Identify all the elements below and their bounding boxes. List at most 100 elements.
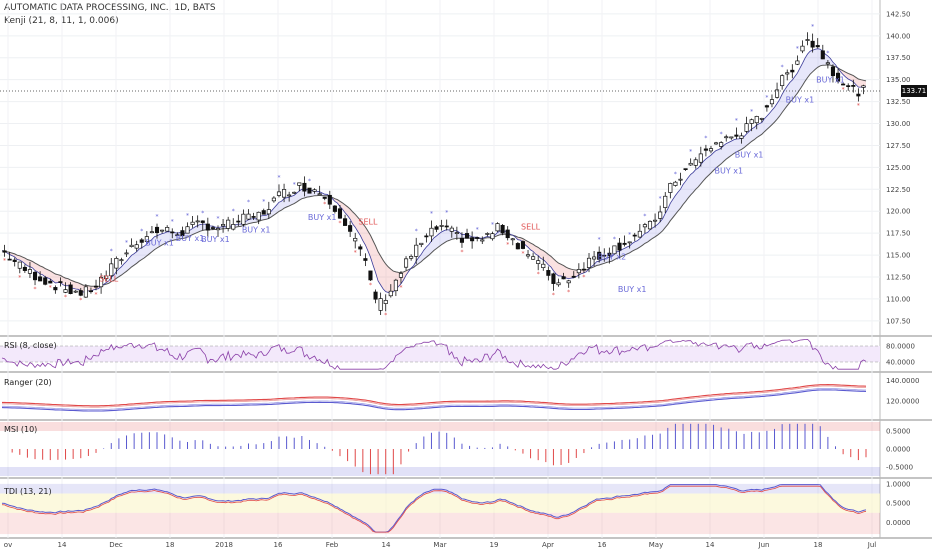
candle-body bbox=[307, 187, 312, 194]
candle-body bbox=[642, 224, 647, 228]
candle-body bbox=[388, 290, 393, 297]
candle-body bbox=[800, 45, 805, 52]
tdi-tick-label: 0.5000 bbox=[886, 500, 911, 508]
signal-marker: * bbox=[354, 249, 357, 256]
candle-body bbox=[241, 213, 246, 225]
candle-body bbox=[846, 85, 851, 87]
candle-body bbox=[149, 231, 154, 234]
candle-body bbox=[597, 251, 602, 260]
candle-body bbox=[170, 231, 175, 234]
candle-body bbox=[861, 85, 866, 88]
candle-body bbox=[668, 183, 673, 193]
candle-body bbox=[581, 268, 586, 271]
price-tick-label: 135.00 bbox=[886, 76, 911, 84]
candle-body bbox=[505, 229, 510, 239]
candle-body bbox=[693, 159, 698, 166]
candle-body bbox=[292, 191, 297, 194]
candle-body bbox=[470, 237, 475, 242]
candle-body bbox=[515, 243, 520, 250]
candle-body bbox=[398, 273, 404, 278]
ranger-tick-label: 140.0000 bbox=[886, 377, 919, 385]
candle-body bbox=[165, 227, 170, 232]
price-tick-label: 117.50 bbox=[886, 230, 911, 238]
candle-body bbox=[830, 66, 836, 77]
candle-body bbox=[302, 182, 307, 192]
signal-marker: * bbox=[64, 294, 67, 301]
candle-body bbox=[124, 252, 129, 255]
signal-marker: * bbox=[262, 199, 265, 206]
signal-label: BUY x1 bbox=[308, 213, 337, 222]
tdi-line bbox=[1, 484, 867, 533]
candle-body bbox=[764, 105, 769, 108]
candle-body bbox=[343, 218, 348, 226]
signal-label: BUY x1 bbox=[816, 75, 845, 84]
candle-body bbox=[256, 211, 261, 221]
signal-marker: * bbox=[156, 214, 159, 221]
candle-body bbox=[419, 242, 424, 245]
signal-label: BUY x1 bbox=[145, 238, 174, 247]
kenji-cloud bbox=[4, 250, 104, 293]
rsi-pane-label: RSI (8, close) bbox=[4, 341, 57, 350]
candle-body bbox=[251, 216, 256, 218]
candle-body bbox=[678, 178, 683, 181]
candle-body bbox=[627, 241, 632, 244]
candle-body bbox=[160, 229, 165, 232]
candle-body bbox=[48, 280, 53, 284]
candle-body bbox=[444, 225, 449, 228]
candle-body bbox=[556, 282, 561, 286]
rsi-line bbox=[1, 338, 867, 370]
ranger-tick-label: 120.0000 bbox=[886, 398, 919, 406]
candle-body bbox=[332, 205, 337, 212]
time-tick-label: Jul bbox=[867, 541, 877, 549]
signal-marker: * bbox=[781, 64, 784, 71]
candle-body bbox=[373, 291, 378, 300]
candle-body bbox=[348, 225, 353, 232]
signal-marker: * bbox=[750, 109, 753, 116]
candle-body bbox=[226, 219, 231, 229]
candle-body bbox=[403, 258, 409, 268]
candle-body bbox=[210, 227, 215, 229]
time-tick-label: 18 bbox=[166, 541, 175, 549]
signal-label: BUY x1 bbox=[714, 167, 743, 176]
time-tick-label: 14 bbox=[58, 541, 67, 549]
tdi-tick-label: 1.0000 bbox=[886, 480, 911, 488]
rsi-tick-label: 80.0000 bbox=[886, 343, 915, 351]
msi-tick-label: 0.0000 bbox=[886, 446, 911, 454]
candle-body bbox=[205, 223, 210, 231]
candle-body bbox=[480, 239, 485, 242]
candle-body bbox=[459, 237, 465, 243]
candle-body bbox=[271, 197, 276, 202]
candle-body bbox=[658, 211, 663, 219]
candle-body bbox=[490, 233, 495, 240]
price-tick-label: 110.00 bbox=[886, 295, 911, 303]
price-tick-label: 132.50 bbox=[886, 98, 911, 106]
candle-body bbox=[2, 250, 7, 253]
candle-body bbox=[134, 244, 139, 249]
ranger-line bbox=[1, 389, 867, 412]
msi-pane-label: MSI (10) bbox=[4, 425, 38, 434]
signal-marker: * bbox=[796, 45, 799, 52]
candle-body bbox=[114, 258, 119, 269]
candle-body bbox=[38, 276, 43, 282]
candle-body bbox=[353, 237, 358, 242]
signal-marker: * bbox=[506, 241, 509, 248]
candle-body bbox=[602, 254, 607, 257]
signal-marker: * bbox=[217, 215, 220, 222]
candle-body bbox=[393, 279, 398, 292]
price-tick-label: 137.50 bbox=[886, 54, 911, 62]
candle-body bbox=[647, 220, 653, 230]
candle-body bbox=[68, 284, 73, 294]
signal-marker: * bbox=[826, 50, 829, 57]
chart-title: AUTOMATIC DATA PROCESSING, INC., 1D, BAT… bbox=[4, 3, 216, 13]
time-tick-label: 14 bbox=[382, 541, 391, 549]
candle-body bbox=[531, 256, 536, 260]
time-tick-label: 14 bbox=[706, 541, 715, 549]
candle-body bbox=[749, 119, 754, 124]
signal-marker: * bbox=[460, 249, 463, 256]
candle-body bbox=[12, 259, 17, 262]
tdi-lower-band bbox=[0, 512, 880, 535]
candle-body bbox=[729, 136, 734, 139]
candle-body bbox=[825, 62, 830, 65]
candle-body bbox=[785, 72, 790, 75]
